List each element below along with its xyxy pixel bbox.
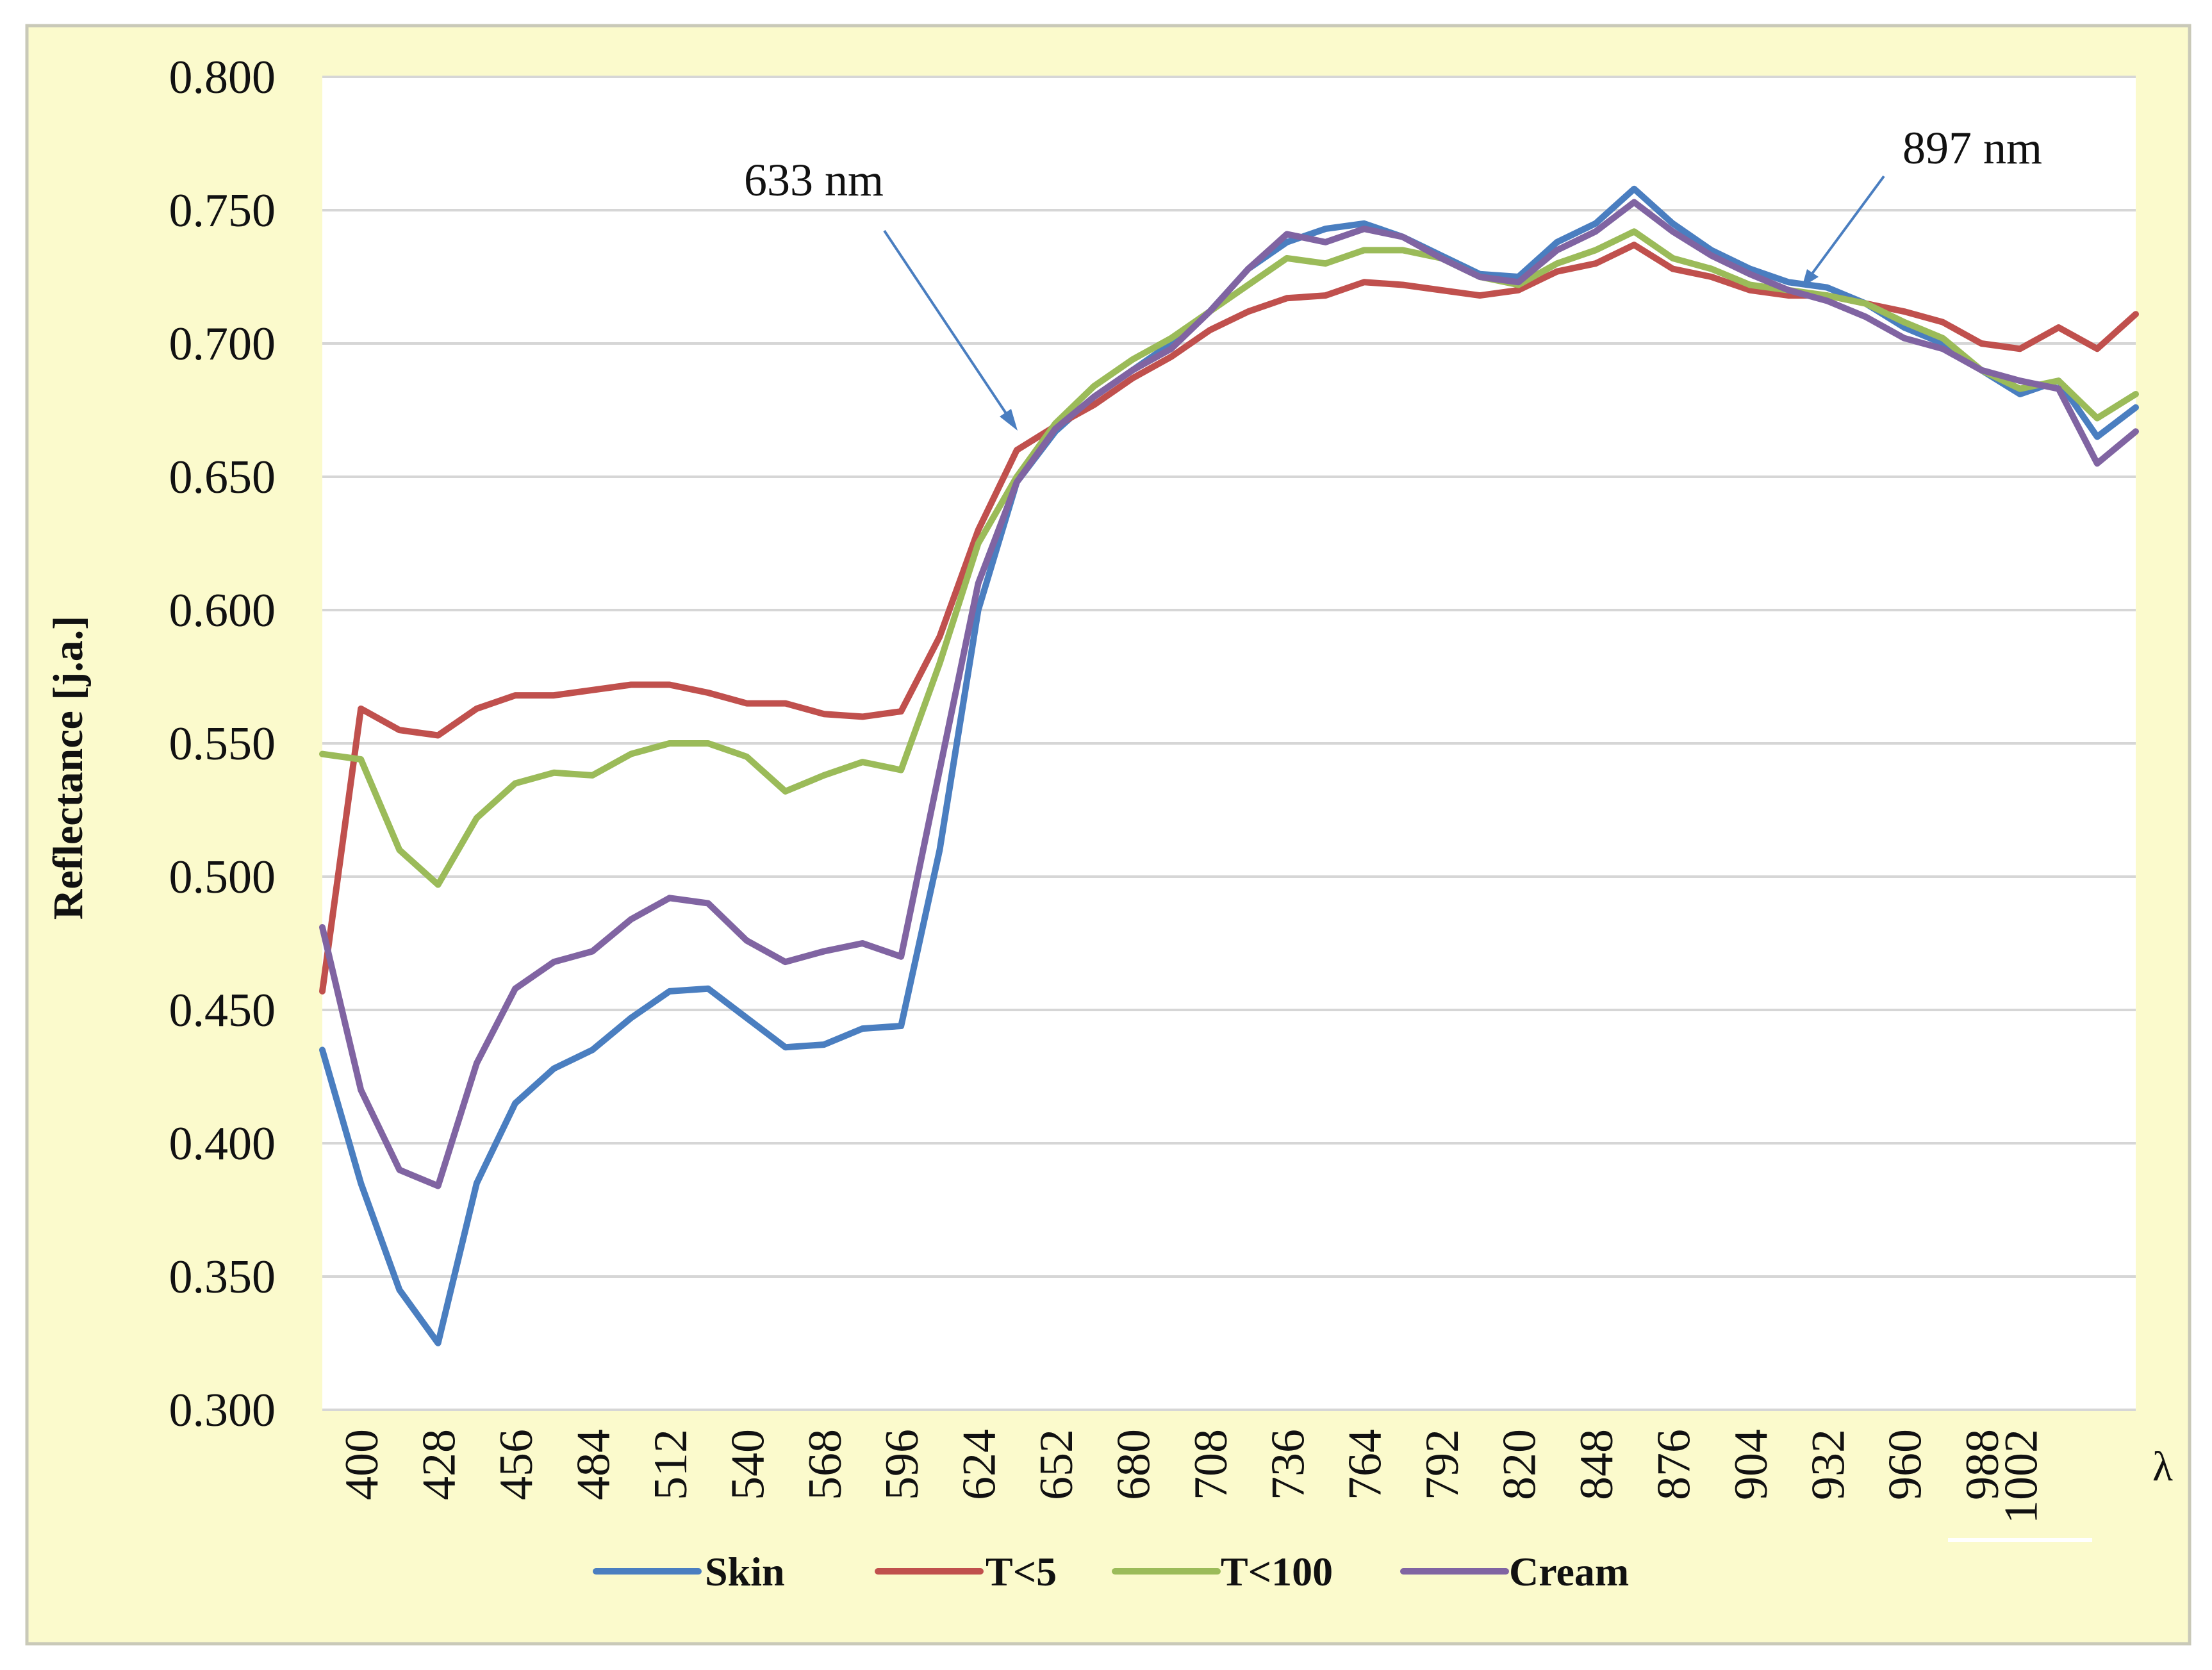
x-axis-label: λ	[2152, 1443, 2173, 1490]
annotation-897nm-arrow	[1807, 175, 1885, 280]
x-tick-label: 428	[413, 1429, 466, 1500]
y-tick-label: 0.750	[169, 185, 276, 237]
x-tick-label: 792	[1416, 1429, 1469, 1500]
x-tick-label: 400	[336, 1429, 388, 1500]
x-tick-label: 848	[1571, 1429, 1623, 1500]
x-tick-label: 680	[1107, 1429, 1160, 1500]
axis-underline-gap	[1948, 1538, 2092, 1542]
legend-label-cream: Cream	[1509, 1549, 1629, 1594]
y-tick-label: 0.500	[169, 851, 276, 904]
annotation-897nm-arrowhead	[1802, 269, 1819, 287]
x-tick-label: 484	[567, 1429, 620, 1500]
annotation-633nm: 633 nm	[744, 154, 884, 206]
x-tick-label: 456	[490, 1429, 543, 1500]
x-tick-label: 764	[1339, 1429, 1392, 1500]
x-tick-label: 736	[1262, 1429, 1314, 1500]
y-axis-label: Reflectance [j.a.]	[45, 616, 92, 920]
y-tick-label: 0.650	[169, 451, 276, 504]
legend-label-t5: T<5	[986, 1549, 1057, 1594]
x-tick-label: 988	[1956, 1429, 2009, 1500]
x-tick-label: 932	[1802, 1429, 1854, 1500]
x-tick-label: 960	[1879, 1429, 1932, 1500]
legend-label-t100: T<100	[1221, 1549, 1333, 1594]
x-tick-label: 624	[953, 1429, 1006, 1500]
series-line-cream	[319, 199, 2139, 1189]
y-tick-label: 0.450	[169, 984, 276, 1037]
annotation-633nm-arrow	[883, 229, 1014, 424]
y-tick-label: 0.350	[169, 1251, 276, 1303]
x-tick-label: 1002	[1995, 1429, 2047, 1524]
x-tick-label: 568	[799, 1429, 852, 1500]
x-tick-label: 904	[1725, 1429, 1778, 1500]
series-lines	[319, 185, 2139, 1346]
x-tick-label: 820	[1494, 1429, 1546, 1500]
legend: Skin T<5 T<100 Cream	[593, 1549, 1629, 1594]
y-tick-label: 0.400	[169, 1118, 276, 1170]
annotation-897nm: 897 nm	[1902, 122, 2042, 174]
y-tick-label: 0.550	[169, 718, 276, 770]
x-tick-label: 540	[722, 1429, 774, 1500]
y-tick-label: 0.800	[169, 51, 276, 104]
x-tick-label: 876	[1647, 1429, 1700, 1500]
x-tick-labels: 400 428 456 484 512 540 568 596 624 652 680 708 736 7…	[336, 1429, 2047, 1524]
x-tick-label: 652	[1030, 1429, 1083, 1500]
x-tick-label: 512	[645, 1429, 697, 1500]
y-tick-label: 0.300	[169, 1384, 276, 1437]
y-tick-label: 0.600	[169, 584, 276, 637]
series-line-t100	[319, 228, 2139, 888]
legend-label-skin: Skin	[705, 1549, 785, 1594]
y-tick-label: 0.700	[169, 318, 276, 370]
annotation-633nm-arrowhead	[1000, 409, 1018, 431]
x-tick-label: 596	[876, 1429, 929, 1500]
gridlines	[322, 76, 2136, 1411]
x-tick-label: 708	[1185, 1429, 1237, 1500]
y-tick-labels: 0.800 0.750 0.700 0.650 0.600 0.550 0.500 0.450…	[169, 51, 276, 1437]
